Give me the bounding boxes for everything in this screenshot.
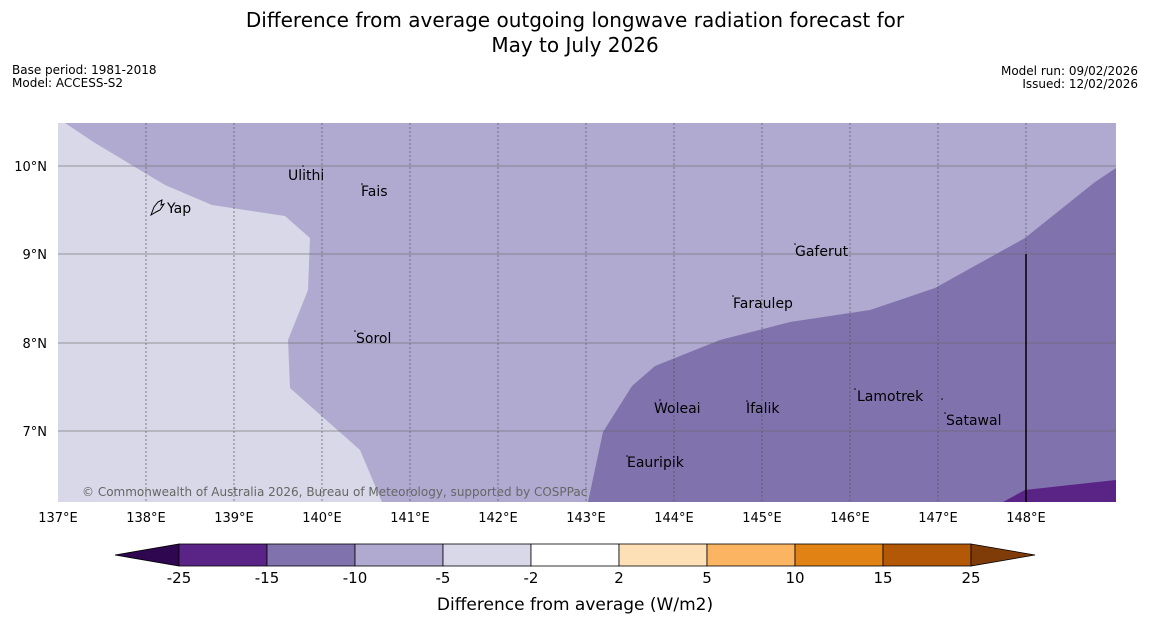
colorbar-arrow-low bbox=[114, 543, 180, 567]
place-eauripik: Eauripik bbox=[627, 455, 685, 471]
lon-label: 142°E bbox=[478, 511, 518, 526]
lon-label: 144°E bbox=[654, 511, 694, 526]
model-run: Model run: 09/02/2026 bbox=[1000, 64, 1138, 78]
band-minus10-to-minus15 bbox=[588, 168, 1116, 502]
colorbar-tick: 25 bbox=[961, 569, 980, 587]
place-ifalik: Ifalik bbox=[746, 401, 780, 417]
colorbar-swatch bbox=[530, 543, 620, 567]
band-minus15-to-minus25 bbox=[1003, 480, 1116, 502]
colorbar-swatch bbox=[442, 543, 532, 567]
place-woleai: Woleai bbox=[654, 401, 701, 417]
colorbar-swatch bbox=[266, 543, 356, 567]
yap-island-shape bbox=[150, 199, 166, 217]
lon-label: 139°E bbox=[214, 511, 254, 526]
lon-label: 145°E bbox=[742, 511, 782, 526]
place-lamotrek: Lamotrek bbox=[857, 389, 924, 405]
lat-label: 8°N bbox=[23, 337, 48, 352]
colorbar-tick: -2 bbox=[524, 569, 539, 587]
lon-label: 141°E bbox=[390, 511, 430, 526]
lat-label: 9°N bbox=[23, 248, 48, 263]
colorbar-tick: 2 bbox=[614, 569, 624, 587]
colorbar-swatch bbox=[354, 543, 444, 567]
lon-label: 140°E bbox=[302, 511, 342, 526]
lon-label: 146°E bbox=[830, 511, 870, 526]
colorbar-tick: 10 bbox=[785, 569, 804, 587]
colorbar-swatch bbox=[706, 543, 796, 567]
colorbar-swatch bbox=[178, 543, 268, 567]
copyright-notice: © Commonwealth of Australia 2026, Bureau… bbox=[82, 485, 587, 499]
place-labels: Yap Ulithi Fais Gaferut Faraulep Sorol L… bbox=[166, 168, 1001, 471]
latitude-labels: 10°N 9°N 8°N 7°N bbox=[14, 160, 47, 440]
colorbar-tick-labels: -25 -15 -10 -5 -2 2 5 10 15 25 bbox=[167, 569, 981, 587]
model-name: Model: ACCESS-S2 bbox=[12, 76, 124, 90]
place-faraulep: Faraulep bbox=[733, 296, 793, 312]
longitude-labels: 137°E 138°E 139°E 140°E 141°E 142°E 143°… bbox=[38, 511, 1046, 526]
title-line-2: May to July 2026 bbox=[491, 33, 659, 57]
lon-label: 138°E bbox=[126, 511, 166, 526]
meta-right: Model run: 09/02/2026 Issued: 12/02/2026 bbox=[1001, 65, 1138, 91]
colorbar-tick: 15 bbox=[873, 569, 892, 587]
colorbar-swatch bbox=[882, 543, 972, 567]
colorbar bbox=[114, 543, 1036, 567]
lon-label: 143°E bbox=[566, 511, 606, 526]
map-area bbox=[58, 123, 1116, 502]
colorbar-tick: -10 bbox=[343, 569, 368, 587]
map-title: Difference from average outgoing longwav… bbox=[0, 8, 1150, 58]
base-period: Base period: 1981-2018 bbox=[12, 63, 157, 77]
colorbar-label: Difference from average (W/m2) bbox=[437, 595, 713, 615]
parallel-lines bbox=[58, 165, 1116, 432]
place-yap: Yap bbox=[166, 201, 191, 217]
island-markers bbox=[302, 165, 946, 457]
colorbar-tick: -5 bbox=[436, 569, 451, 587]
place-ulithi: Ulithi bbox=[288, 168, 324, 184]
lat-label: 7°N bbox=[23, 425, 48, 440]
colorbar-tick: -15 bbox=[255, 569, 280, 587]
lon-label: 137°E bbox=[38, 511, 78, 526]
colorbar-arrow-high bbox=[970, 543, 1036, 567]
place-sorol: Sorol bbox=[356, 331, 391, 347]
place-gaferut: Gaferut bbox=[795, 244, 849, 260]
colorbar-tick: 5 bbox=[702, 569, 712, 587]
colorbar-swatch bbox=[618, 543, 708, 567]
lon-label: 148°E bbox=[1006, 511, 1046, 526]
issued-date: Issued: 12/02/2026 bbox=[1022, 77, 1138, 91]
colorbar-swatch bbox=[794, 543, 884, 567]
place-fais: Fais bbox=[361, 184, 388, 200]
place-satawal: Satawal bbox=[946, 413, 1001, 429]
meta-left: Base period: 1981-2018 Model: ACCESS-S2 bbox=[12, 64, 157, 90]
colorbar-tick: -25 bbox=[167, 569, 192, 587]
title-line-1: Difference from average outgoing longwav… bbox=[245, 8, 905, 32]
lat-label: 10°N bbox=[14, 160, 47, 175]
lon-label: 147°E bbox=[918, 511, 958, 526]
